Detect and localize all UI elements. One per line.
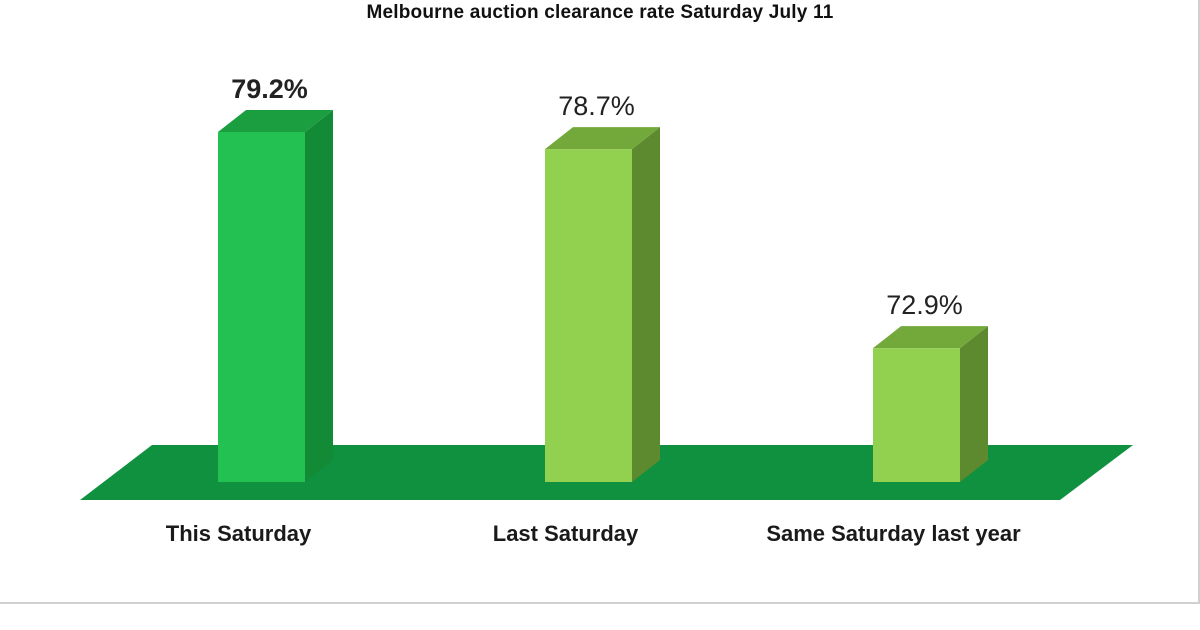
- chart-title: Melbourne auction clearance rate Saturda…: [366, 2, 834, 23]
- bar-0: [218, 132, 305, 482]
- bar-top-0: [218, 110, 333, 132]
- x-tick-label-2: Same Saturday last year: [766, 521, 1021, 546]
- bar-side-1: [632, 127, 660, 482]
- x-tick-label-1: Last Saturday: [493, 521, 639, 546]
- bar-1: [545, 149, 632, 482]
- data-label-1: 78.7%: [558, 91, 635, 121]
- bar-top-2: [873, 326, 988, 349]
- bar-top-1: [545, 127, 660, 150]
- data-label-0: 79.2%: [231, 74, 308, 104]
- bar-side-2: [960, 326, 988, 482]
- chart-canvas: 79.2% This Saturday 78.7% Last Saturday 72.9…: [80, 74, 1133, 546]
- bar-2: [873, 348, 960, 482]
- bar-side-0: [305, 110, 333, 482]
- data-label-2: 72.9%: [886, 290, 963, 320]
- chart-frame: Melbourne auction clearance rate Saturda…: [0, 0, 1200, 604]
- x-tick-label-0: This Saturday: [166, 521, 312, 546]
